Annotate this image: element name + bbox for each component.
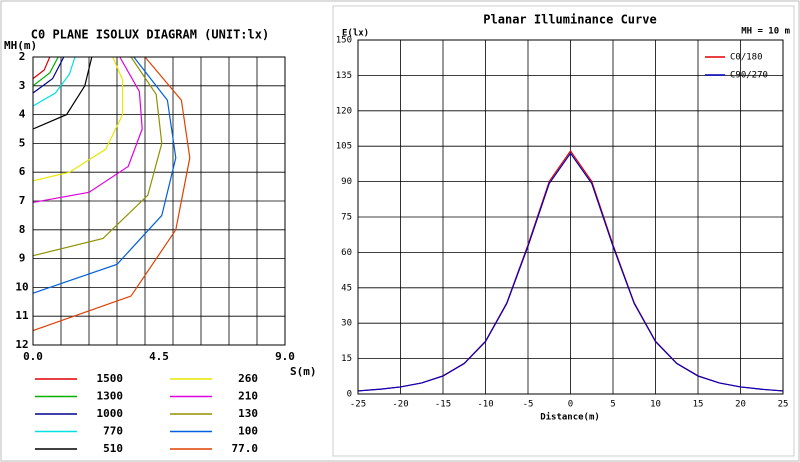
y-tick-label: 11 [15, 309, 29, 322]
illuminance-curve [357, 152, 784, 392]
y-tick-label: 6 [19, 165, 26, 178]
legend-label: 210 [238, 390, 258, 403]
x-tick-label: -20 [392, 400, 408, 410]
legend-label: 260 [238, 372, 258, 385]
legend-label: 77.0 [232, 442, 259, 455]
isolux-curve [32, 56, 143, 204]
x-tick-label: -15 [435, 400, 451, 410]
y-tick-label: 15 [341, 354, 352, 364]
x-tick-label: 5 [610, 400, 615, 410]
y-tick-label: 30 [341, 319, 352, 329]
y-tick-label: 45 [341, 283, 352, 293]
plot-border [357, 39, 784, 395]
x-tick-label: 25 [778, 400, 789, 410]
x-axis-label: S(m) [290, 365, 317, 378]
legend-label: 1000 [97, 407, 124, 420]
x-tick-label: -25 [350, 400, 366, 410]
chart-title: C0 PLANE ISOLUX DIAGRAM (UNIT:lx) [31, 28, 269, 42]
legend-label: 1300 [97, 390, 124, 403]
y-axis-label: MH(m) [4, 39, 37, 52]
legend-label: 1500 [97, 372, 124, 385]
annotation: MH = 10 m [741, 27, 790, 37]
isolux-curve [32, 56, 93, 130]
y-tick-label: 60 [341, 248, 352, 258]
y-tick-label: 5 [19, 136, 26, 149]
isolux-curve [32, 56, 191, 332]
x-tick-label: 4.5 [149, 350, 169, 363]
legend-label: 510 [103, 442, 123, 455]
y-tick-label: 90 [341, 177, 352, 187]
isolux-curve [32, 56, 59, 87]
isolux-curve [32, 56, 51, 80]
legend-label: 130 [238, 407, 258, 420]
y-tick-label: 12 [15, 338, 28, 351]
chart-title: Planar Illuminance Curve [483, 13, 656, 27]
isolux-curve [32, 56, 124, 182]
y-axis-label: E(lx) [342, 29, 369, 39]
isolux-curve [32, 56, 163, 257]
x-tick-label: -10 [477, 400, 493, 410]
legend-label: 100 [238, 425, 258, 438]
y-tick-label: 7 [19, 194, 26, 207]
isolux-curve [32, 56, 76, 107]
legend-label: 770 [103, 425, 123, 438]
y-tick-label: 120 [336, 106, 352, 116]
x-tick-label: -5 [523, 400, 534, 410]
x-tick-label: 0 [568, 400, 573, 410]
y-tick-label: 135 [336, 71, 352, 81]
x-axis-label: Distance(m) [540, 412, 600, 423]
y-tick-label: 0 [347, 390, 352, 400]
legend-label: C90/270 [730, 71, 768, 81]
isolux-curve [32, 56, 177, 294]
right-panel [332, 5, 795, 457]
x-tick-label: 10 [650, 400, 661, 410]
isolux-curve [32, 56, 65, 94]
x-tick-label: 15 [693, 400, 704, 410]
y-tick-label: 105 [336, 142, 352, 152]
x-tick-label: 0.0 [23, 350, 43, 363]
x-tick-label: 20 [735, 400, 746, 410]
y-tick-label: 75 [341, 213, 352, 223]
y-tick-label: 150 [336, 36, 352, 46]
y-tick-label: 9 [19, 252, 26, 265]
y-tick-label: 10 [15, 280, 28, 293]
legend-label: C0/180 [730, 53, 763, 63]
y-tick-label: 3 [19, 79, 26, 92]
x-tick-label: 9.0 [275, 350, 295, 363]
y-tick-label: 2 [19, 50, 26, 63]
y-tick-label: 8 [19, 223, 26, 236]
plot-border [32, 56, 286, 346]
y-tick-label: 4 [19, 108, 26, 121]
